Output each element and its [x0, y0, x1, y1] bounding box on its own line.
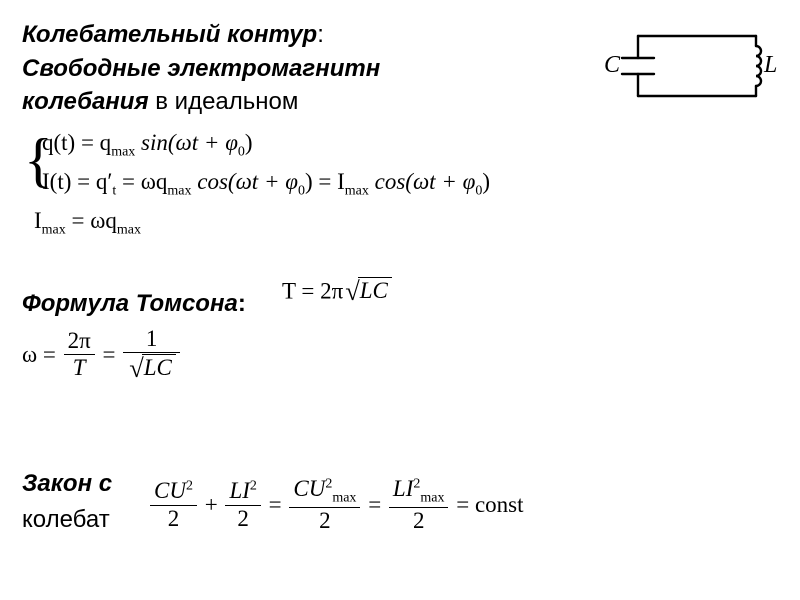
heading-1-bold: Колебательный контур	[22, 21, 317, 48]
brace-icon: {	[24, 127, 53, 193]
const-text: = const	[456, 492, 523, 517]
qmax-sub: max	[111, 144, 135, 159]
thomson-label-text: Формула Томсона	[22, 290, 238, 317]
imax-sub: max	[42, 222, 66, 237]
li2-den: 2	[225, 506, 260, 532]
sqrt-lc-den: √LC	[127, 353, 176, 383]
heading-2-bold: Свободные электромагнитн	[22, 55, 380, 82]
phi0-sub-1: 0	[238, 144, 245, 159]
oscillation-equations-block: { q(t) = qmax sin(ωt + φ0) I(t) = q′t = …	[42, 125, 778, 242]
eq-1: =	[269, 492, 288, 517]
heading-3-bold: колебания	[22, 88, 149, 115]
omega-mid: =	[103, 342, 122, 367]
heading-3-plain: в идеальном	[149, 88, 299, 115]
omega-lhs: ω =	[22, 342, 62, 367]
omega-formula: ω = 2π T = 1 √LC	[22, 326, 778, 384]
lc-circuit-svg: C L	[588, 16, 778, 116]
cu2max-text: CU	[293, 476, 325, 501]
omega-num2: 1	[123, 326, 180, 353]
cu2-sup: 2	[186, 478, 193, 493]
conservation-row: Закон с колебат CU2 2 + LI2 2 = CU2max 2…	[22, 470, 782, 550]
cu2max-sub: max	[332, 491, 356, 506]
sin-part: sin(ωt + φ	[135, 130, 238, 155]
li2-text: LI	[229, 478, 249, 503]
cos-part-2: cos(ωt + φ	[369, 169, 475, 194]
frac-cu2max-2: CU2max 2	[289, 476, 360, 534]
plus-1: +	[205, 492, 224, 517]
imax-lhs: I	[34, 208, 42, 233]
frac-2pi-over-T: 2π T	[64, 328, 95, 382]
cu2max-sup: 2	[325, 476, 332, 491]
omega-num1: 2π	[64, 328, 95, 355]
omega-den1: T	[73, 355, 86, 380]
li2-sup: 2	[250, 478, 257, 493]
li2max-sup: 2	[413, 476, 420, 491]
thomson-colon: :	[238, 290, 246, 317]
eq-imax: = I	[313, 169, 345, 194]
capacitor-label: C	[604, 52, 621, 78]
sqrt-lc: √LC	[343, 276, 392, 307]
li2max-sub: max	[420, 491, 444, 506]
sqrt-lc-radicand: LC	[360, 278, 388, 303]
li2max-text: LI	[393, 476, 413, 501]
thomson-row: Формула Томсона: T = 2π√LC	[22, 276, 778, 326]
law-title: Закон с	[22, 470, 112, 498]
imax-sub-rhs: max	[345, 183, 369, 198]
i-of-t-equation: I(t) = q′t = ωqmax cos(ωt + φ0) = Imax c…	[42, 164, 778, 203]
thomson-label: Формула Томсона:	[22, 290, 246, 318]
heading-1-colon: :	[317, 21, 324, 48]
imax-rhs: = ωq	[66, 208, 117, 233]
li2max-den: 2	[389, 508, 449, 534]
cu2-den: 2	[150, 506, 197, 532]
thomson-t-eq: T = 2π	[282, 278, 343, 303]
phi0-sub-2: 0	[298, 183, 305, 198]
eq-2: =	[368, 492, 387, 517]
frac-li2-2: LI2 2	[225, 478, 260, 532]
eq-wq: = ωq	[116, 169, 167, 194]
close-1: )	[245, 130, 253, 155]
cu2-text: CU	[154, 478, 186, 503]
inductor-label: L	[763, 52, 777, 78]
frac-cu2-2: CU2 2	[150, 478, 197, 532]
close-3: )	[482, 169, 490, 194]
law-plain-text: колебат	[22, 506, 110, 534]
lc-circuit-diagram: C L	[588, 16, 778, 121]
thomson-formula: T = 2π√LC	[282, 276, 392, 307]
q-of-t-equation: q(t) = qmax sin(ωt + φ0)	[42, 125, 778, 164]
imax-equation: Imax = ωqmax	[34, 203, 778, 242]
close-2: )	[305, 169, 313, 194]
qmax-sub-3: max	[117, 222, 141, 237]
frac-li2max-2: LI2max 2	[389, 476, 449, 534]
frac-1-over-sqrt-lc: 1 √LC	[123, 326, 180, 384]
qmax-sub-2: max	[167, 183, 191, 198]
omega-den2-radicand: LC	[144, 355, 172, 380]
cos-part-1: cos(ωt + φ	[192, 169, 298, 194]
energy-conservation-formula: CU2 2 + LI2 2 = CU2max 2 = LI2max 2 = co…	[148, 476, 524, 534]
cu2max-den: 2	[289, 508, 360, 534]
